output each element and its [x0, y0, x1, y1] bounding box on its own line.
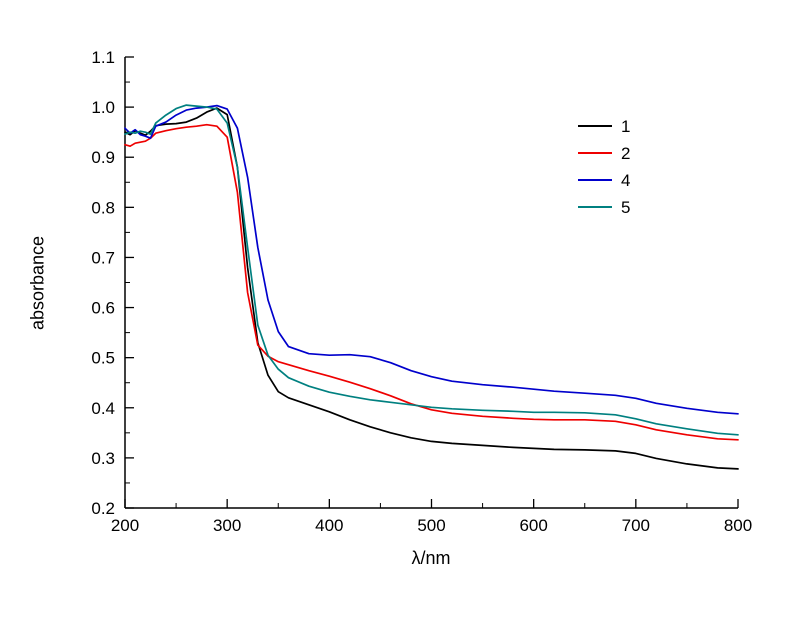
x-tick-label: 300	[213, 516, 241, 535]
series-line-2	[124, 123, 739, 441]
series-line-1	[124, 107, 739, 470]
series-line-5	[124, 104, 739, 436]
x-tick-label: 600	[519, 516, 547, 535]
x-tick-label: 200	[111, 516, 139, 535]
y-tick-label: 1.1	[91, 48, 115, 67]
x-axis-title: λ/nm	[411, 548, 451, 568]
y-tick-label: 0.8	[91, 198, 115, 217]
y-tick-label: 0.7	[91, 248, 115, 267]
y-tick-label: 0.3	[91, 449, 115, 468]
legend-label-4: 4	[621, 171, 630, 190]
x-tick-label: 500	[417, 516, 445, 535]
series-line-4	[124, 104, 739, 415]
y-axis-title: absorbance	[27, 235, 48, 331]
legend-label-1: 1	[621, 117, 630, 136]
y-tick-label: 0.5	[91, 349, 115, 368]
y-tick-label: 0.4	[91, 399, 115, 418]
y-tick-label: 0.6	[91, 299, 115, 318]
x-tick-label: 800	[724, 516, 752, 535]
y-tick-label: 0.2	[91, 499, 115, 518]
x-tick-label: 700	[622, 516, 650, 535]
y-tick-label: 1.0	[91, 98, 115, 117]
y-tick-label: 0.9	[91, 148, 115, 167]
x-tick-label: 400	[315, 516, 343, 535]
legend-label-2: 2	[621, 144, 630, 163]
legend-label-5: 5	[621, 198, 630, 217]
